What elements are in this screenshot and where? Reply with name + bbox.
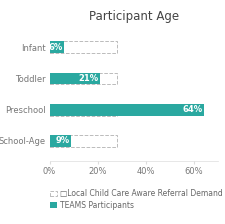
Legend: □Local Child Care Aware Referral Demand, TEAMS Participants: □Local Child Care Aware Referral Demand,…: [50, 189, 223, 210]
Title: Participant Age: Participant Age: [89, 10, 179, 23]
Bar: [50, 104, 204, 116]
Bar: [50, 104, 117, 116]
Text: 6%: 6%: [49, 43, 63, 52]
Bar: [50, 135, 117, 147]
Text: 21%: 21%: [79, 74, 99, 83]
Text: 9%: 9%: [56, 136, 70, 145]
Bar: [50, 135, 71, 147]
Bar: [50, 41, 117, 53]
Text: 64%: 64%: [182, 105, 202, 114]
Bar: [50, 73, 100, 84]
Bar: [50, 73, 117, 84]
Bar: [50, 41, 64, 53]
